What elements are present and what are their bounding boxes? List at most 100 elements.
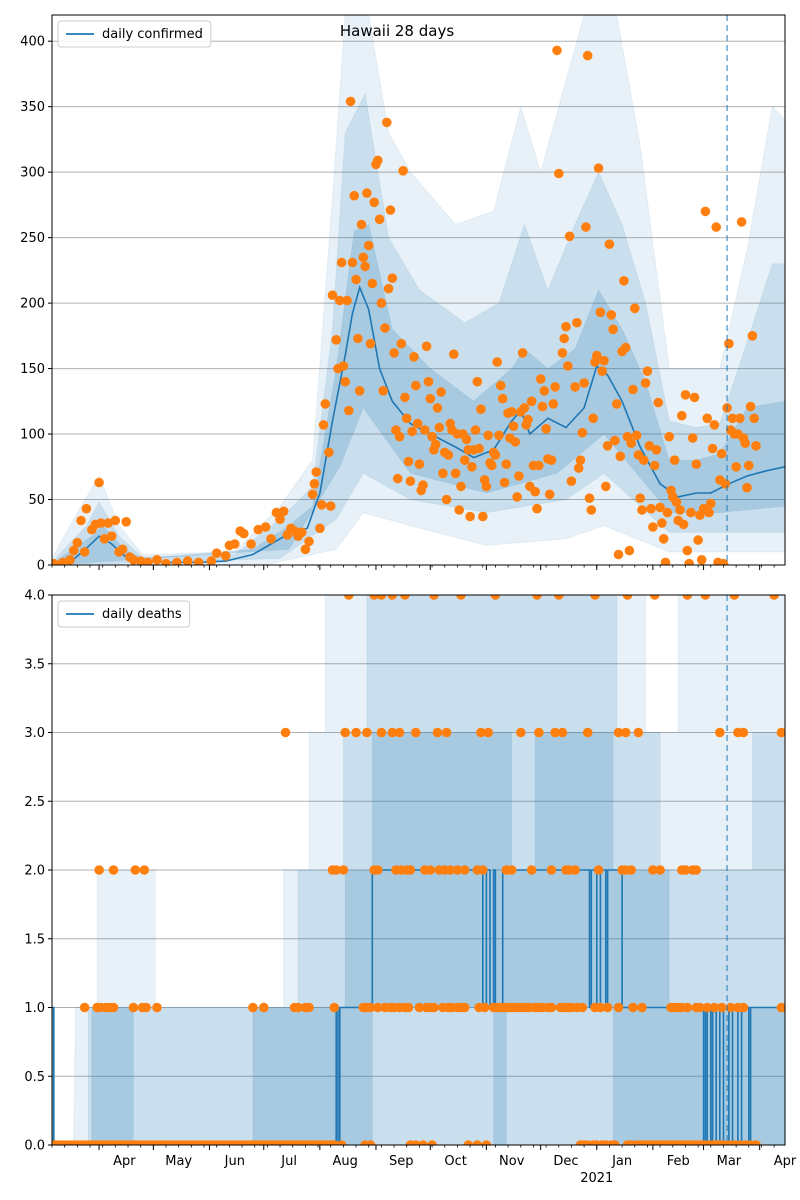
confirmed-point (72, 537, 83, 548)
confirmed-point (474, 443, 484, 454)
deaths-point (394, 727, 405, 738)
confirmed-point (347, 257, 358, 268)
deaths-point (365, 1140, 376, 1145)
confirmed-point (411, 380, 421, 391)
confirmed-point (423, 376, 434, 387)
confirmed-point (407, 426, 418, 437)
confirmed-point (744, 460, 754, 471)
deaths-point (478, 865, 488, 875)
confirmed-point (640, 378, 651, 388)
confirmed-point (143, 557, 153, 565)
confirmed-point (517, 348, 528, 358)
deaths-point (373, 1002, 383, 1013)
deaths-point (554, 595, 564, 600)
confirmed-point (128, 555, 139, 565)
confirmed-point (369, 197, 380, 208)
deaths-point (152, 1002, 162, 1013)
confirmed-point (358, 252, 369, 263)
confirmed-point (454, 505, 465, 515)
deaths-point (622, 595, 633, 600)
confirmed-point (678, 519, 689, 530)
deaths-point (94, 865, 104, 875)
deaths-axes: 0.0 0.5 1.0 1.5 2.0 2.5 3.0 3.5 4.0 Apr May Jun Jul… (24, 589, 797, 1170)
deaths-point (628, 1002, 638, 1013)
confirmed-point (671, 497, 682, 507)
confirmed-point (450, 468, 461, 479)
confirmed-point (742, 482, 752, 493)
confirmed-point (335, 295, 345, 306)
confirmed-point (639, 455, 649, 466)
confirmed-ytick-label: 100 (20, 428, 45, 443)
x-month-label: Jul (280, 1154, 297, 1169)
deaths-ytick-label: 1.5 (24, 932, 45, 947)
confirmed-point (496, 380, 506, 391)
confirmed-point (278, 506, 289, 517)
confirmed-point (81, 503, 92, 514)
deaths-ytick-label: 2.0 (24, 864, 45, 879)
confirmed-point (172, 557, 182, 565)
confirmed-point (499, 477, 510, 488)
deaths-point (331, 865, 342, 875)
deaths-point (506, 865, 517, 875)
x-month-label: Apr (774, 1154, 797, 1169)
confirmed-point (110, 515, 121, 526)
confirmed-point (550, 382, 560, 392)
confirmed-point (387, 273, 398, 284)
confirmed-point (266, 534, 276, 544)
deaths-point (633, 727, 644, 738)
confirmed-point (309, 479, 320, 489)
deaths-point (376, 595, 387, 600)
confirmed-legend: daily confirmed (57, 20, 212, 48)
confirmed-ytick-label: 150 (20, 362, 45, 377)
confirmed-point (400, 392, 410, 403)
deaths-point (141, 1002, 151, 1013)
confirmed-point (304, 536, 314, 547)
confirmed-point (751, 441, 761, 451)
confirmed-point (403, 456, 414, 467)
confirmed-ytick-label: 50 (28, 493, 45, 508)
confirmed-point (331, 335, 342, 345)
confirmed-point (338, 361, 349, 371)
deaths-point (259, 1002, 269, 1013)
confirmed-point (365, 338, 376, 349)
confirmed-point (356, 219, 367, 230)
confirmed-point (320, 399, 331, 409)
deaths-point (738, 1002, 749, 1013)
confirmed-point (58, 557, 68, 565)
confirmed-point (246, 539, 256, 549)
confirmed-point (193, 557, 204, 565)
confirmed-point (392, 473, 403, 484)
confirmed-point (65, 555, 75, 565)
confirmed-point (602, 441, 613, 451)
confirmed-point (526, 396, 537, 407)
deaths-point (620, 727, 631, 738)
deaths-point (472, 1140, 483, 1145)
deaths-point (427, 1140, 437, 1145)
confirmed-point (642, 366, 653, 377)
confirmed-point (135, 556, 146, 565)
confirmed-point (736, 217, 747, 227)
confirmed-point (646, 503, 656, 514)
confirmed-point (340, 376, 351, 387)
x-month-label: Dec (553, 1154, 578, 1169)
confirmed-point (106, 531, 117, 541)
confirmed-point (696, 555, 707, 565)
deaths-point (344, 595, 354, 600)
x-year-label: 2021 (580, 1171, 613, 1186)
confirmed-point (211, 548, 222, 558)
deaths-points (52, 595, 785, 1145)
x-month-label: Jun (224, 1154, 245, 1169)
confirmed-point (682, 545, 693, 556)
deaths-point (648, 865, 658, 875)
confirmed-point (537, 401, 548, 412)
confirmed-point (68, 545, 79, 556)
confirmed-point (327, 290, 338, 301)
confirmed-point (420, 425, 430, 435)
confirmed-point (745, 401, 756, 412)
chart-title: Hawaii 28 days (340, 22, 454, 40)
confirmed-point (394, 431, 405, 442)
confirmed-point (385, 205, 396, 215)
confirmed-band-1 (52, 15, 785, 565)
confirmed-point (351, 274, 361, 285)
confirmed-point (691, 459, 702, 470)
